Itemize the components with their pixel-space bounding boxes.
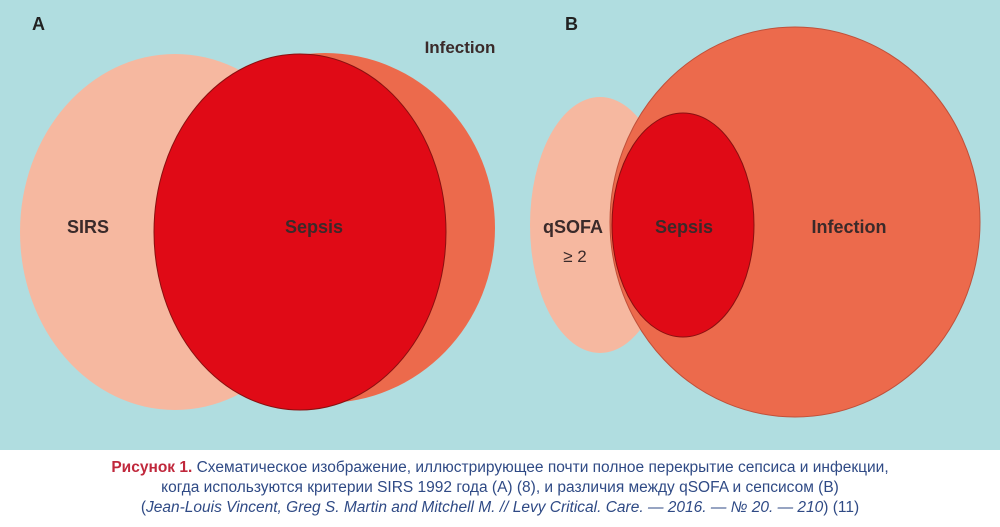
caption-citation: Jean-Louis Vincent, Greg S. Martin and M…	[146, 499, 824, 516]
panel-a: A Infection SIRS Sepsis	[20, 14, 496, 411]
caption-line-2: когда используются критерии SIRS 1992 го…	[161, 479, 839, 496]
sepsis-ellipse-b	[611, 112, 755, 338]
caption-paren-close: ) (11)	[823, 499, 860, 516]
figure-caption: Рисунок 1. Схематическое изображение, ил…	[0, 458, 1000, 524]
caption-figure-label: Рисунок 1.	[111, 459, 193, 476]
caption-line-1-text: Схематическое изображение, иллюстрирующе…	[196, 459, 889, 476]
sepsis-ellipse-a	[153, 53, 447, 411]
figure-panels: A Infection SIRS Sepsis B qSOFA ≥ 2 Seps…	[0, 0, 1000, 450]
infection-label-a: Infection	[425, 38, 496, 57]
qsofa-label: qSOFA	[543, 217, 603, 237]
sirs-label: SIRS	[67, 217, 109, 237]
sepsis-label-a: Sepsis	[285, 217, 343, 237]
figure-svg: A Infection SIRS Sepsis B qSOFA ≥ 2 Seps…	[0, 0, 1000, 450]
caption-paren-open: (	[140, 499, 146, 516]
qsofa-threshold-label: ≥ 2	[563, 247, 587, 266]
panel-b-letter: B	[565, 14, 578, 34]
caption-line-1: Рисунок 1. Схематическое изображение, ил…	[0, 458, 1000, 478]
panel-a-letter: A	[32, 14, 45, 34]
sepsis-label-b: Sepsis	[655, 217, 713, 237]
caption-line-3: (Jean-Louis Vincent, Greg S. Martin and …	[0, 498, 1000, 518]
infection-label-b: Infection	[812, 217, 887, 237]
panel-b: B qSOFA ≥ 2 Sepsis Infection	[530, 14, 981, 418]
